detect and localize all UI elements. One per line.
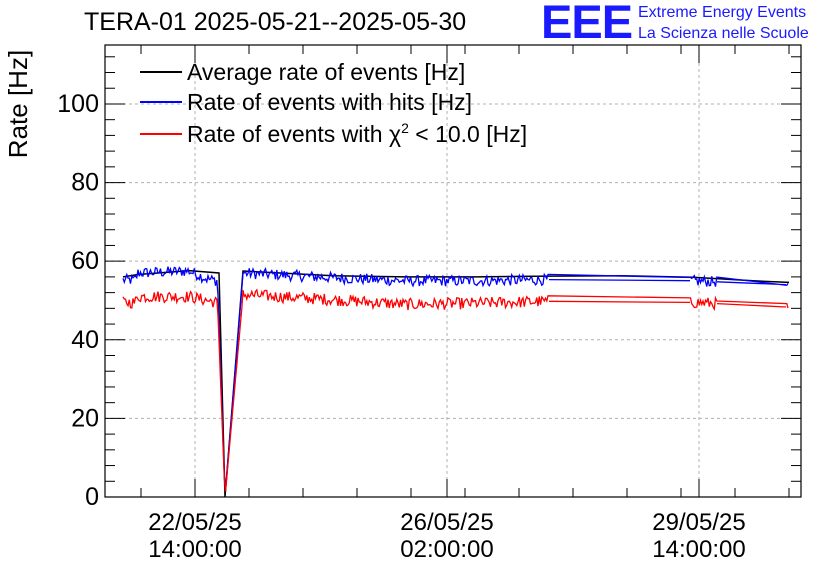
logo-subtitle-2: La Scienza nelle Scuole (638, 25, 809, 42)
y-tick-label: 0 (85, 483, 99, 511)
x-tick-label-time: 02:00:00 (400, 536, 493, 563)
series-line-average (122, 269, 790, 498)
y-tick-label: 20 (71, 404, 99, 432)
legend-superscript: 2 (401, 120, 409, 136)
y-tick-label: 40 (71, 326, 99, 354)
legend-label: Average rate of events [Hz] (187, 59, 465, 85)
y-axis-label: Rate [Hz] (3, 50, 33, 158)
legend-label-rest: < 10.0 [Hz] (409, 121, 527, 147)
series-line-hits (122, 266, 789, 491)
y-tick-label: 80 (71, 169, 99, 197)
legend: Average rate of events [Hz] Rate of event… (140, 59, 527, 147)
x-tick-label-date: 29/05/25 (652, 509, 745, 536)
chart-title: TERA-01 2025-05-21--2025-05-30 (84, 8, 467, 36)
legend-label: Rate of events with χ2 < 10.0 [Hz] (187, 120, 527, 147)
axis-layer: 02040608010022/05/2514:00:0026/05/2502:0… (57, 45, 801, 563)
x-tick-label-date: 22/05/25 (148, 509, 241, 536)
series-layer (122, 266, 790, 498)
plot-frame (104, 44, 802, 498)
x-tick-label-date: 26/05/25 (400, 509, 493, 536)
logo-subtitle-1: Extreme Energy Events (638, 4, 807, 21)
x-tick-label-time: 14:00:00 (652, 536, 745, 563)
y-tick-label: 60 (71, 247, 99, 275)
x-tick-label-time: 14:00:00 (148, 536, 241, 563)
legend-label: Rate of events with hits [Hz] (187, 89, 472, 115)
eee-logo: EEE (541, 0, 633, 48)
series-line-chi2 (122, 288, 789, 492)
y-tick-label: 100 (57, 90, 99, 118)
